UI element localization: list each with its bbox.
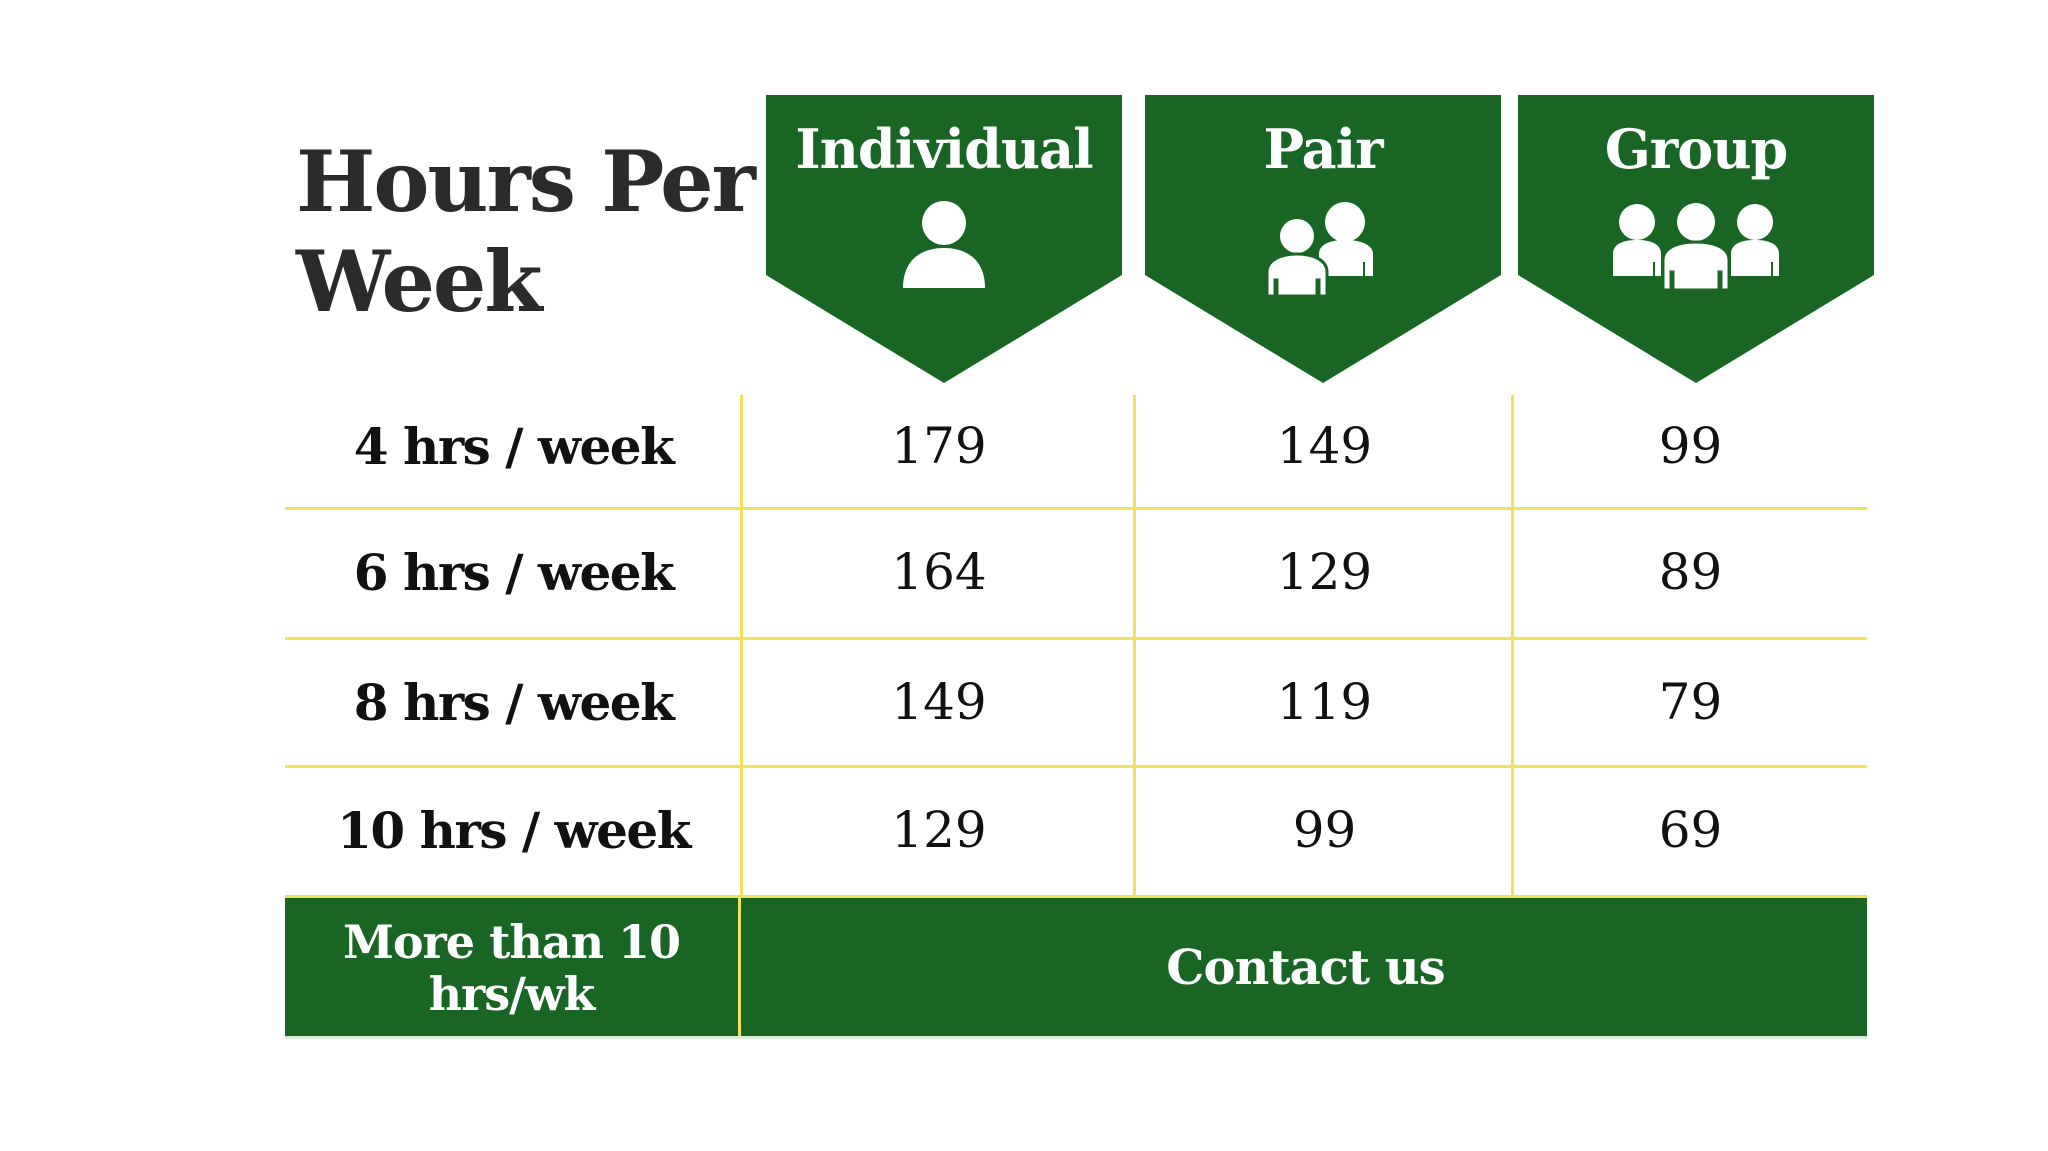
row-label: 4 hrs / week: [353, 416, 675, 476]
two-people-icon: [1145, 200, 1501, 300]
price-individual: 149: [891, 673, 987, 731]
column-label-pair: Pair: [1263, 117, 1383, 181]
contact-us-text: Contact us: [1166, 940, 1445, 996]
grid-horizontal-line: [285, 895, 1867, 898]
column-label-individual: Individual: [795, 117, 1093, 181]
title-line-1: Hours Per: [296, 132, 756, 231]
column-header-group: Group: [1518, 95, 1874, 385]
price-pair: 129: [1276, 543, 1373, 601]
column-header-pair: Pair: [1145, 95, 1501, 385]
grid-horizontal-line: [285, 765, 1867, 768]
row-label: 6 hrs / week: [353, 542, 675, 602]
table-row: 10 hrs / week 129 99 69: [285, 766, 1867, 894]
row-label: 8 hrs / week: [353, 672, 675, 732]
price-group: 99: [1658, 417, 1723, 475]
table-row: 6 hrs / week 164 129 89: [285, 508, 1867, 636]
title-line-2: Week: [296, 232, 543, 331]
three-people-icon: [1518, 200, 1874, 294]
grid-vertical-line: [740, 395, 743, 900]
table-row: 8 hrs / week 149 119 79: [285, 638, 1867, 766]
person-icon: [766, 200, 1122, 294]
grid-horizontal-line: [285, 507, 1867, 510]
price-pair: 149: [1276, 417, 1373, 475]
grid-horizontal-line: [285, 637, 1867, 640]
column-header-individual: Individual: [766, 95, 1122, 385]
footer-row-label: More than 10 hrs/wk: [285, 898, 741, 1038]
column-label-group: Group: [1604, 117, 1789, 181]
price-pair: 119: [1276, 673, 1373, 731]
price-group: 79: [1658, 673, 1723, 731]
price-individual: 129: [891, 801, 987, 859]
footer-row: More than 10 hrs/wk Contact us: [285, 898, 1867, 1038]
price-individual: 179: [891, 417, 987, 475]
grid-vertical-line: [1511, 395, 1514, 900]
page-title: Hours Per Week: [296, 132, 756, 332]
price-group: 89: [1658, 543, 1723, 601]
footer-bottom-border: [285, 1036, 1867, 1039]
row-label: 10 hrs / week: [337, 800, 691, 860]
price-group: 69: [1658, 801, 1723, 859]
price-individual: 164: [891, 543, 987, 601]
price-pair: 99: [1292, 801, 1357, 859]
pentagon-banner-shape: [1145, 95, 1501, 383]
table-row: 4 hrs / week 179 149 99: [285, 382, 1867, 510]
grid-vertical-line: [1133, 395, 1136, 900]
